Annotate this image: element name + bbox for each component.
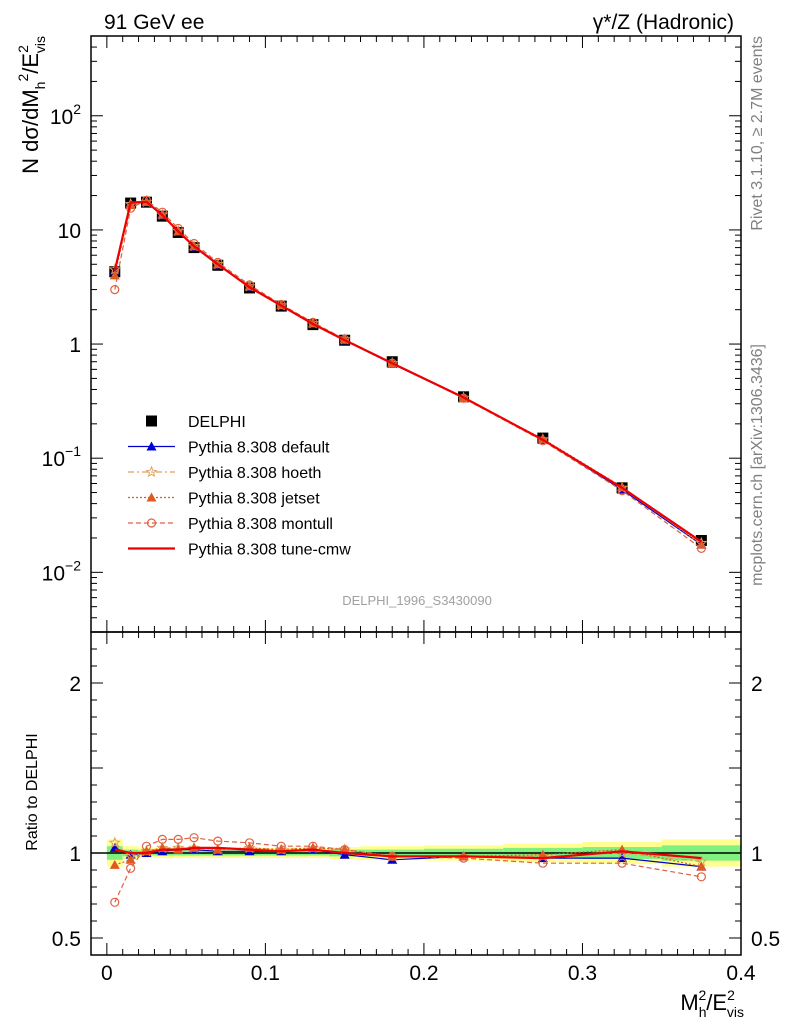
open-circle-marker	[387, 358, 397, 368]
ratio-y-tick-label: 1	[69, 843, 81, 866]
main-y-axis-label: N dσ/dMh2/E2vis	[15, 36, 48, 174]
analysis-watermark: DELPHI_1996_S3430090	[342, 593, 492, 608]
open-circle-marker	[244, 838, 255, 848]
ratio-y-axis-label: Ratio to DELPHI	[24, 733, 41, 850]
open-circle-marker	[617, 858, 627, 868]
x-tick-label: 0.3	[568, 962, 597, 985]
y-tick-label: 10−1	[42, 443, 82, 471]
open-circle-marker	[141, 841, 152, 851]
y-tick-label: 10	[58, 220, 81, 243]
x-tick-label: 0.4	[726, 962, 756, 985]
triangle-marker	[537, 849, 548, 859]
open-circle-marker	[110, 284, 120, 295]
x-tick-label: 0.2	[409, 962, 438, 985]
triangle-marker	[212, 844, 223, 854]
open-circle-marker	[126, 863, 136, 873]
open-circle-marker	[458, 853, 469, 863]
ratio-y-tick-label: 2	[69, 673, 81, 696]
legend-label: DELPHI	[188, 414, 246, 431]
rivet-side-label: Rivet 3.1.10, ≥ 2.7M events	[749, 36, 766, 231]
main-plot-panel: 10−2 10−1 1 10 102	[42, 35, 742, 633]
triangle-marker	[109, 859, 120, 869]
open-circle-marker	[141, 195, 152, 205]
triangle-marker	[146, 492, 157, 502]
open-circle-marker	[213, 836, 223, 846]
y-tick-label: 1	[69, 334, 81, 357]
open-circle-marker	[189, 833, 199, 843]
legend-label: Pythia 8.308 montull	[188, 516, 333, 533]
header-right-label: γ*/Z (Hadronic)	[593, 11, 734, 34]
ratio-y-tick-label-right: 0.5	[751, 928, 780, 951]
triangle-marker	[339, 849, 350, 859]
open-star-marker	[108, 836, 121, 848]
legend: DELPHI Pythia 8.308 default Pythia 8.308 h…	[128, 414, 351, 559]
open-circle-marker	[538, 436, 548, 446]
triangle-marker	[146, 441, 157, 451]
x-axis-label: Mh2/E2 vis	[680, 987, 744, 1020]
open-circle-marker	[146, 518, 157, 528]
open-circle-marker	[110, 897, 120, 907]
x-tick-label: 0	[101, 962, 113, 985]
y-tick-label: 102	[50, 101, 81, 129]
y-tick-label: 10−2	[42, 557, 82, 585]
mcplots-side-label: mcplots.cern.ch [arXiv:1306.3436]	[749, 344, 766, 586]
open-circle-marker	[696, 543, 706, 554]
legend-label: Pythia 8.308 hoeth	[188, 465, 321, 482]
ratio-y-tick-label: 0.5	[52, 928, 81, 951]
ratio-y-tick-label-right: 2	[751, 673, 763, 696]
open-circle-marker	[157, 834, 167, 845]
series-line	[114, 846, 702, 860]
open-star-marker	[145, 465, 158, 478]
x-tick-label: 0.1	[251, 962, 280, 985]
triangle-marker	[125, 854, 136, 864]
open-circle-marker	[173, 834, 183, 845]
data-point-marker	[146, 415, 157, 427]
series-line	[114, 847, 702, 868]
legend-label: Pythia 8.308 tune-cmw	[188, 542, 351, 559]
series-line	[114, 837, 702, 903]
open-circle-marker	[696, 872, 706, 882]
legend-label: Pythia 8.308 jetset	[188, 491, 320, 508]
triangle-marker	[696, 861, 707, 871]
open-circle-marker	[458, 393, 469, 403]
legend-label: Pythia 8.308 default	[188, 440, 330, 457]
ratio-plot-frame	[90, 631, 742, 956]
ratio-y-tick-label-right: 1	[751, 843, 763, 866]
ratio-plot-panel: 0 0.1 0.2 0.3 0.4 0.5 0.5 1 1 2 2	[52, 631, 780, 985]
series-line	[113, 200, 703, 543]
header-left-label: 91 GeV ee	[104, 11, 204, 34]
